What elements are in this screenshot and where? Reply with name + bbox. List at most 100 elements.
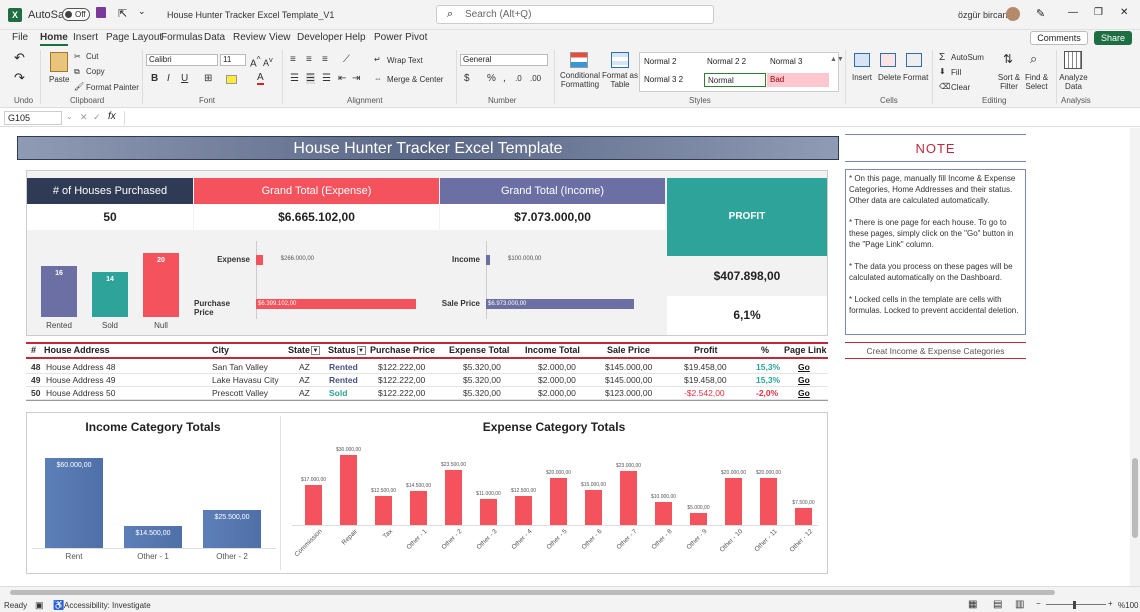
cell-style-4[interactable]: Normal 3 2 xyxy=(641,73,703,87)
wrap-text-icon[interactable]: ↵ xyxy=(374,55,381,64)
format-as-table-button[interactable]: Format as Table xyxy=(602,71,639,89)
analyze-data-icon[interactable] xyxy=(1064,51,1082,69)
number-format-select[interactable]: General xyxy=(460,54,548,66)
horizontal-scroll-thumb[interactable] xyxy=(10,590,1055,595)
format-painter-button[interactable]: Format Painter xyxy=(86,83,139,92)
tab-data[interactable]: Data xyxy=(204,32,226,43)
page-layout-view-icon[interactable]: ▤ xyxy=(993,599,1003,610)
conditional-formatting-icon[interactable] xyxy=(570,52,588,68)
close-button[interactable]: ✕ xyxy=(1120,7,1129,18)
delete-cells-button[interactable]: Delete xyxy=(878,73,902,82)
tab-home[interactable]: Home xyxy=(40,32,68,46)
delete-cells-icon[interactable] xyxy=(880,53,896,67)
align-center-icon[interactable]: ☰ xyxy=(306,73,315,84)
clear-icon[interactable]: ⌫ xyxy=(939,82,951,91)
format-cells-icon[interactable] xyxy=(906,53,922,67)
sort-filter-icon[interactable]: ⇅ xyxy=(1003,52,1014,66)
borders-icon[interactable]: ⊞ xyxy=(204,73,213,84)
percent-style-icon[interactable]: % xyxy=(487,73,496,84)
fill-button[interactable]: Fill xyxy=(951,68,962,77)
horizontal-scrollbar[interactable] xyxy=(0,586,1140,598)
cell-style-6[interactable]: Bad xyxy=(767,73,829,87)
tab-page-layout[interactable]: Page Layout xyxy=(106,32,163,43)
vertical-scroll-thumb[interactable] xyxy=(1132,458,1138,538)
align-top-icon[interactable]: ≡ xyxy=(290,54,296,65)
format-painter-icon[interactable]: 🖌 xyxy=(74,82,85,91)
tab-review[interactable]: Review xyxy=(233,32,266,43)
zoom-slider[interactable] xyxy=(1046,604,1106,605)
tab-insert[interactable]: Insert xyxy=(73,32,99,43)
format-cells-button[interactable]: Format xyxy=(903,73,929,82)
formula-input[interactable] xyxy=(124,111,1134,125)
vertical-scrollbar[interactable] xyxy=(1130,128,1140,586)
minimize-button[interactable]: — xyxy=(1068,7,1078,18)
comments-button[interactable]: Comments xyxy=(1030,31,1088,45)
cut-button[interactable]: Cut xyxy=(86,52,99,61)
go-link[interactable]: Go xyxy=(798,375,810,385)
paste-icon[interactable] xyxy=(50,52,68,72)
merge-center-icon[interactable]: ⇔ xyxy=(374,74,382,83)
increase-indent-icon[interactable]: ⇥ xyxy=(352,73,361,84)
sort-filter-button[interactable]: Sort & Filter xyxy=(997,73,1021,91)
name-box[interactable]: G105 xyxy=(4,111,62,125)
increase-decimal-icon[interactable]: .0 xyxy=(515,74,522,83)
search-box[interactable]: ⌕ Search (Alt+Q) xyxy=(436,5,714,24)
copy-button[interactable]: Copy xyxy=(86,67,105,76)
cell-style-1[interactable]: Normal 2 xyxy=(641,55,703,69)
find-select-button[interactable]: Find & Select xyxy=(1024,73,1049,91)
font-color-icon[interactable]: A xyxy=(257,72,264,85)
normal-view-icon[interactable]: ▦ xyxy=(968,599,978,610)
create-categories-link[interactable]: Creat Income & Expense Categories xyxy=(845,342,1026,359)
copy-icon[interactable]: ⧉ xyxy=(74,67,80,76)
styles-gallery-scroll-icon[interactable]: ▲▼ xyxy=(830,56,844,63)
state-filter-icon[interactable]: ▼ xyxy=(311,346,321,356)
status-filter-icon[interactable]: ▼ xyxy=(356,346,366,356)
wrap-text-button[interactable]: Wrap Text xyxy=(387,56,423,65)
comma-style-icon[interactable]: , xyxy=(503,73,506,84)
format-as-table-icon[interactable] xyxy=(611,52,629,68)
decrease-indent-icon[interactable]: ⇤ xyxy=(338,73,347,84)
align-left-icon[interactable]: ☰ xyxy=(290,73,299,84)
find-select-icon[interactable]: ⌕ xyxy=(1030,51,1038,66)
insert-cells-icon[interactable] xyxy=(854,53,870,67)
share-button[interactable]: Share xyxy=(1094,31,1132,45)
paste-button[interactable]: Paste xyxy=(49,75,70,84)
accessibility-status[interactable]: Accessibility: Investigate xyxy=(64,601,151,610)
insert-cells-button[interactable]: Insert xyxy=(852,73,873,82)
underline-icon[interactable]: U xyxy=(181,73,189,84)
align-right-icon[interactable]: ☰ xyxy=(322,73,331,84)
tab-file[interactable]: File xyxy=(12,32,29,43)
conditional-formatting-button[interactable]: Conditional Formatting xyxy=(560,71,601,89)
zoom-slider-thumb[interactable] xyxy=(1073,601,1076,609)
fill-color-icon[interactable] xyxy=(226,75,237,84)
insert-function-icon[interactable]: fx xyxy=(108,111,116,122)
cell-style-2[interactable]: Normal 2 2 xyxy=(704,55,766,69)
decrease-decimal-icon[interactable]: .00 xyxy=(530,74,542,83)
align-bottom-icon[interactable]: ≡ xyxy=(322,54,328,65)
go-link[interactable]: Go xyxy=(798,388,810,398)
clear-button[interactable]: Clear xyxy=(951,83,971,92)
tab-view[interactable]: View xyxy=(269,32,291,43)
italic-icon[interactable]: I xyxy=(167,73,170,84)
cancel-formula-icon[interactable]: ✕ xyxy=(80,112,88,122)
restore-button[interactable]: ❐ xyxy=(1094,7,1103,18)
autosum-icon[interactable]: Σ xyxy=(939,52,946,63)
avatar[interactable] xyxy=(1006,7,1020,21)
autosave-toggle[interactable]: Off xyxy=(62,8,90,21)
orientation-icon[interactable]: ⟋ xyxy=(343,54,350,65)
zoom-in-icon[interactable]: + xyxy=(1108,599,1113,608)
pointer-mode-icon[interactable]: ⇱ xyxy=(118,8,128,20)
save-icon[interactable] xyxy=(96,7,106,18)
decrease-font-icon[interactable]: Av xyxy=(263,55,273,68)
tab-power-pivot[interactable]: Power Pivot xyxy=(374,32,428,43)
tab-help[interactable]: Help xyxy=(345,32,366,43)
redo-icon[interactable]: ↷ xyxy=(14,70,25,85)
zoom-level[interactable]: %100 xyxy=(1118,601,1139,610)
accounting-format-icon[interactable]: $ xyxy=(464,73,470,84)
macro-record-icon[interactable]: ▣ xyxy=(35,600,44,610)
document-title[interactable]: House Hunter Tracker Excel Template_V1 xyxy=(167,10,335,20)
cell-style-5[interactable]: Normal xyxy=(704,73,766,87)
bold-icon[interactable]: B xyxy=(151,73,159,84)
user-name[interactable]: özgür bircan xyxy=(958,10,1008,20)
cell-style-3[interactable]: Normal 3 xyxy=(767,55,829,69)
